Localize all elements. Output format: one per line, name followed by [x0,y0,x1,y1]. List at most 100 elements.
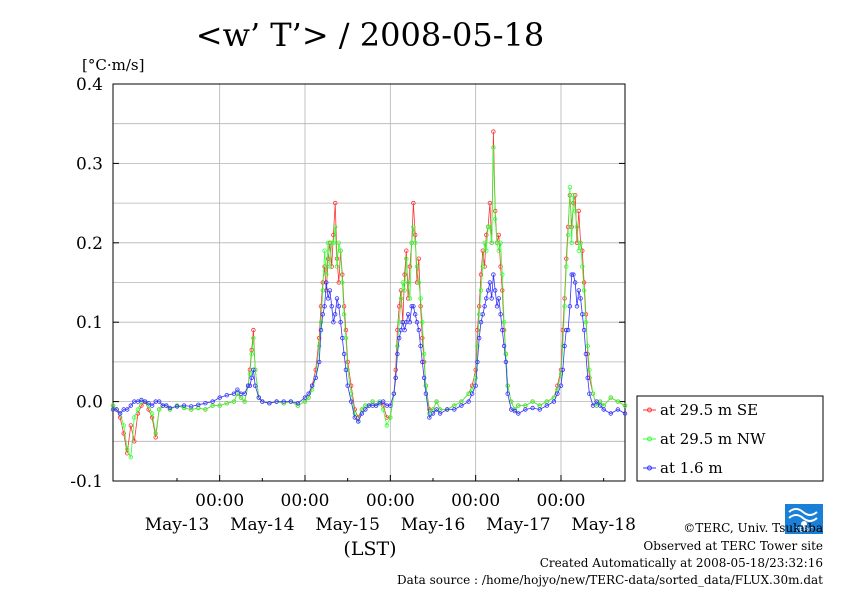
data-point [132,415,137,420]
data-point [397,304,402,309]
data-point [149,403,155,408]
data-point [345,383,350,388]
data-point [414,264,420,269]
data-point [576,288,581,293]
data-point [181,405,187,411]
y-axis-ticks: 0.4 0.3 0.2 0.1 0.0 -0.1 [70,75,625,492]
data-point [498,312,503,317]
data-point [491,272,496,277]
data-point [578,296,583,301]
data-point [249,375,254,380]
data-point [484,232,489,238]
data-point [313,375,318,380]
y-tick-label: 0.1 [76,313,103,333]
data-point [317,335,322,341]
data-point [562,304,567,309]
data-point [622,403,628,408]
x-axis-ticks: 00:00 00:00 00:00 00:00 00:00 May-13 May-14 May… [145,475,636,535]
data-point [318,320,324,325]
data-point [320,288,325,293]
data-point [411,200,416,206]
data-point [473,375,478,380]
data-point [331,240,336,245]
legend-label: at 29.5 m SE [660,401,758,419]
data-point [404,256,409,261]
data-point [622,411,628,416]
created-text: Created Automatically at 2008-05-18/23:3… [540,556,823,570]
data-point [484,296,489,301]
data-point [338,248,343,253]
data-point [333,224,338,230]
data-point [587,391,592,396]
data-point [478,320,484,325]
data-point [430,411,436,416]
data-point [121,423,126,428]
copyright-text: ©TERC, Univ. Tsukuba [683,521,823,535]
data-point [564,327,569,333]
data-point [317,359,322,365]
data-point [340,335,345,341]
series-at-29-5-m-nw [110,145,628,460]
data-point [452,407,457,412]
data-point [421,375,427,380]
data-point [493,216,498,222]
data-point [480,312,485,317]
data-point [423,391,429,396]
data-point [341,312,347,317]
observed-text: Observed at TERC Tower site [643,539,823,553]
data-point [469,391,475,396]
x-time-label: 00:00 [195,491,244,511]
data-point [420,359,425,365]
data-point [196,402,201,407]
y-axis-unit: [°C·m/s] [82,56,144,74]
data-point [251,367,256,372]
x-time-label: 00:00 [537,491,586,511]
data-point [318,327,324,333]
data-point [156,399,162,404]
data-point [484,248,489,253]
data-point [501,343,507,349]
data-point [135,407,141,412]
datasource-text: Data source : /home/hojyo/new/TERC-data/… [397,573,823,587]
legend-marker [647,436,652,442]
data-point [128,423,133,428]
data-point [324,280,329,285]
data-point [391,391,397,396]
data-point [418,296,423,301]
data-point [558,383,564,388]
data-point [322,304,327,309]
data-point [388,415,393,420]
data-point [496,248,501,253]
data-point [475,343,480,349]
data-point [336,304,341,309]
data-point [317,343,322,349]
data-point [359,411,365,416]
data-point [114,407,119,412]
data-point [516,403,521,408]
data-point [329,240,334,245]
data-point [427,415,432,420]
data-point [249,351,254,357]
data-point [580,312,585,317]
data-point [188,407,194,412]
data-point [405,312,411,317]
data-point [530,399,535,404]
y-tick-label: 0.3 [76,154,103,174]
logo-text: TERC [794,526,813,534]
data-point [498,240,503,245]
data-point [567,184,573,190]
data-point [203,407,208,412]
data-point [203,401,208,406]
data-point [124,447,130,452]
data-point [414,320,420,325]
data-point [402,288,407,293]
data-point [411,304,416,309]
data-point [567,304,573,309]
data-point [573,208,578,214]
data-point [601,407,606,412]
data-point [181,403,187,408]
data-point [560,367,565,372]
data-point [473,383,478,388]
data-point [576,248,581,253]
data-point [489,296,494,301]
